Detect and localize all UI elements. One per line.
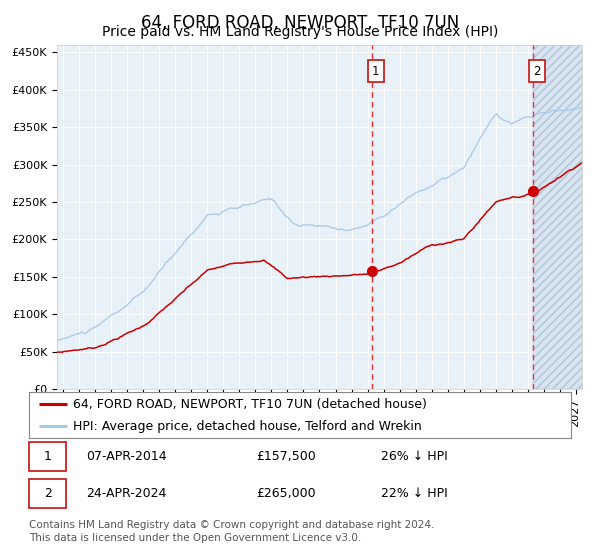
Text: 1: 1 xyxy=(372,64,380,77)
Text: 07-APR-2014: 07-APR-2014 xyxy=(86,450,166,463)
Text: £265,000: £265,000 xyxy=(257,487,316,500)
Text: 26% ↓ HPI: 26% ↓ HPI xyxy=(382,450,448,463)
Text: 64, FORD ROAD, NEWPORT, TF10 7UN (detached house): 64, FORD ROAD, NEWPORT, TF10 7UN (detach… xyxy=(73,398,427,411)
FancyBboxPatch shape xyxy=(29,442,66,471)
FancyBboxPatch shape xyxy=(29,479,66,508)
Text: 64, FORD ROAD, NEWPORT, TF10 7UN: 64, FORD ROAD, NEWPORT, TF10 7UN xyxy=(141,14,459,32)
Text: 24-APR-2024: 24-APR-2024 xyxy=(86,487,166,500)
Text: 22% ↓ HPI: 22% ↓ HPI xyxy=(382,487,448,500)
Text: HPI: Average price, detached house, Telford and Wrekin: HPI: Average price, detached house, Telf… xyxy=(73,420,422,433)
Text: 2: 2 xyxy=(533,64,541,77)
Text: 1: 1 xyxy=(44,450,52,463)
Text: £157,500: £157,500 xyxy=(257,450,316,463)
Text: Contains HM Land Registry data © Crown copyright and database right 2024.
This d: Contains HM Land Registry data © Crown c… xyxy=(29,520,434,543)
Text: Price paid vs. HM Land Registry's House Price Index (HPI): Price paid vs. HM Land Registry's House … xyxy=(102,25,498,39)
Bar xyxy=(533,45,582,389)
Text: 2: 2 xyxy=(44,487,52,500)
